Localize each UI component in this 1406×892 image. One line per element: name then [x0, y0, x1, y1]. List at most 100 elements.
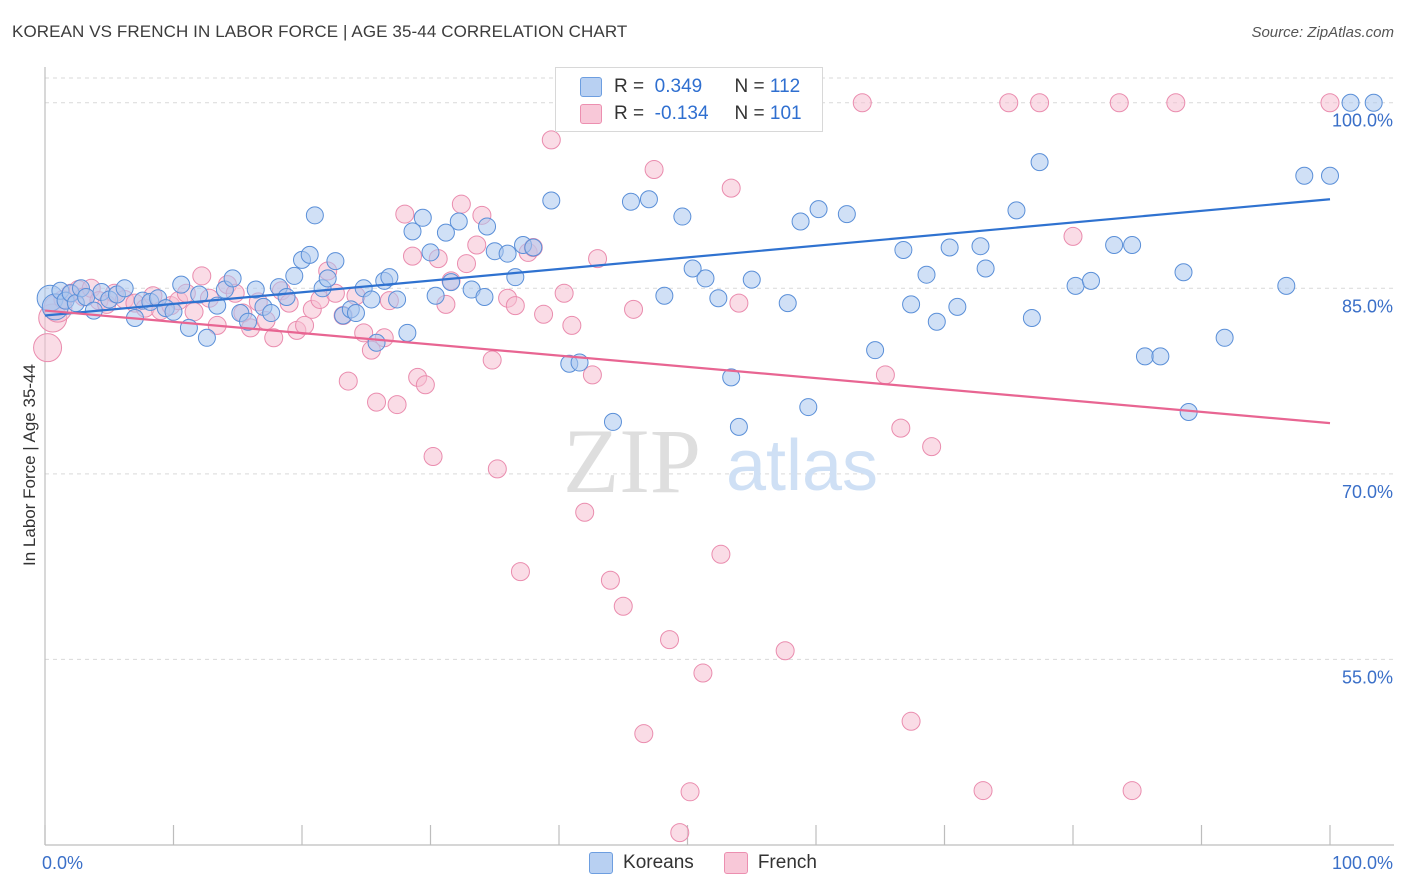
korean-point: [1007, 201, 1026, 220]
korean-point: [948, 297, 967, 316]
french-point: [403, 246, 423, 266]
french-legend-label: French: [757, 852, 817, 873]
french-point: [423, 447, 443, 467]
korean-points: [36, 93, 1383, 436]
koreans-r-label: R =: [614, 76, 645, 97]
korean-point: [164, 302, 183, 321]
korean-point: [197, 328, 216, 347]
korean-point: [894, 240, 913, 259]
legend-item-french[interactable]: French: [723, 852, 817, 874]
korean-point: [300, 245, 319, 264]
french-point: [451, 194, 471, 214]
source-credit: Source: ZipAtlas.com: [1251, 24, 1394, 41]
korean-point: [1105, 236, 1124, 255]
koreans-legend-swatch: [589, 852, 614, 874]
koreans-legend-label: Koreans: [623, 852, 694, 873]
french-swatch: [580, 104, 602, 124]
y-tick-label: 70.0%: [1342, 482, 1393, 502]
french-point: [711, 544, 731, 564]
legend-item-koreans[interactable]: Koreans: [589, 852, 694, 874]
korean-point: [442, 273, 461, 292]
french-point: [1122, 781, 1142, 801]
x-tick-label: 0.0%: [42, 853, 83, 873]
french-point: [729, 293, 749, 313]
korean-point: [413, 208, 432, 227]
french-point: [541, 130, 561, 150]
korean-point: [1364, 93, 1383, 112]
korean-point: [837, 205, 856, 224]
korean-point: [1341, 93, 1360, 112]
french-point: [634, 724, 654, 744]
korean-point: [172, 275, 191, 294]
watermark-atlas: atlas: [726, 426, 878, 506]
french-point: [510, 562, 530, 582]
korean-point: [277, 287, 296, 306]
french-point: [415, 375, 435, 395]
french-point: [482, 350, 502, 370]
french-r-value: -0.134: [654, 103, 709, 124]
korean-point: [729, 417, 748, 436]
korean-point: [362, 290, 381, 309]
korean-point: [1215, 328, 1234, 347]
axes: [44, 67, 1394, 846]
french-point: [1166, 93, 1186, 113]
korean-point: [1081, 271, 1100, 290]
koreans-swatch: [580, 77, 602, 97]
watermark-zip: ZIP: [563, 410, 701, 512]
korean-point: [927, 312, 946, 331]
french-point: [582, 365, 602, 385]
korean-point: [326, 252, 345, 271]
french-point: [680, 782, 700, 802]
korean-point: [971, 237, 990, 256]
korean-point: [1123, 236, 1142, 255]
korean-point: [621, 192, 640, 211]
french-point: [613, 596, 633, 616]
french-point: [367, 392, 387, 412]
stats-legend: R = 0.349 N = 112 R = -0.134 N = 101: [555, 67, 823, 132]
french-point: [624, 299, 644, 319]
korean-point: [262, 304, 281, 323]
korean-point: [449, 212, 468, 231]
y-tick-label: 100.0%: [1332, 111, 1393, 131]
french-point: [1063, 226, 1083, 246]
korean-point: [1174, 263, 1193, 282]
korean-point: [398, 323, 417, 342]
french-point: [33, 333, 63, 363]
korean-point: [223, 269, 242, 288]
korean-point: [917, 265, 936, 284]
korean-point: [1321, 166, 1339, 185]
korean-point: [722, 368, 741, 387]
y-axis-label-wrap: In Labor Force | Age 35-44: [0, 300, 60, 630]
french-point: [487, 459, 507, 479]
korean-point: [683, 259, 702, 278]
korean-point: [976, 259, 995, 278]
french-point: [600, 570, 620, 590]
korean-point: [866, 341, 885, 360]
french-point: [999, 93, 1019, 113]
korean-point: [603, 412, 622, 431]
french-point: [1030, 93, 1050, 113]
french-point: [588, 249, 608, 269]
korean-point: [421, 243, 440, 262]
french-point: [192, 266, 212, 286]
french-point: [901, 711, 921, 731]
korean-point: [742, 270, 761, 289]
korean-point: [426, 286, 445, 305]
korean-trend-line: [44, 198, 1331, 317]
french-n-value: 101: [769, 103, 802, 124]
french-point: [973, 781, 993, 801]
french-r-label: R =: [614, 103, 645, 124]
french-point: [338, 371, 358, 391]
korean-point: [778, 294, 797, 313]
french-point: [891, 418, 911, 438]
korean-point: [1022, 308, 1041, 327]
y-tick-label: 55.0%: [1342, 667, 1393, 687]
french-point: [875, 365, 895, 385]
trend-lines: [44, 198, 1331, 425]
korean-point: [367, 333, 386, 352]
french-point: [467, 235, 487, 255]
french-point: [562, 315, 582, 335]
french-point: [184, 302, 204, 322]
french-point: [644, 160, 664, 180]
korean-point: [506, 268, 525, 287]
